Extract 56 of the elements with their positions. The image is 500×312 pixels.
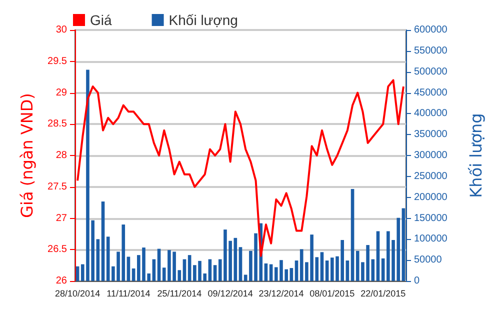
bar (152, 259, 156, 281)
y2-tick-label: 550000 (414, 45, 448, 56)
y2-tick-label: 100000 (414, 234, 448, 245)
bar (213, 265, 217, 281)
y-tick-label: 27.5 (48, 181, 68, 192)
bar (290, 268, 294, 281)
x-tick-label: 22/01/2015 (360, 288, 406, 298)
bar (182, 259, 186, 281)
bar (126, 256, 130, 281)
bar (294, 260, 298, 281)
y-tick-label: 28.5 (48, 118, 68, 130)
y2-tick-label: 0 (414, 276, 420, 286)
y2-tick-label: 200000 (414, 192, 448, 203)
bar (76, 266, 80, 281)
bar (132, 268, 136, 281)
y2-tick-label: 600000 (414, 24, 448, 36)
y2-tick-label: 300000 (414, 150, 448, 161)
y-tick-label: 26 (56, 276, 68, 286)
bar (208, 259, 212, 281)
y-tick-label: 27 (56, 212, 68, 224)
y2-tick-label: 500000 (414, 66, 448, 78)
bar (157, 248, 161, 281)
y2-tick-label: 400000 (414, 108, 448, 120)
x-tick-label: 28/10/2014 (55, 288, 100, 298)
y2-tick-label: 250000 (414, 170, 448, 182)
legend-label: Khối lượng (168, 12, 238, 28)
bar (376, 231, 380, 281)
y-axis-title: Giá (ngàn VND) (18, 93, 36, 218)
y-tick-label: 29.5 (48, 56, 68, 67)
y2-axis-title: Khối lượng (466, 113, 486, 198)
bar (101, 202, 105, 281)
bar (234, 238, 238, 281)
bar (346, 260, 350, 281)
x-tick-label: 25/11/2014 (157, 288, 202, 298)
y2-tick-label: 50000 (414, 254, 442, 266)
y2-tick-label: 350000 (414, 129, 448, 140)
legend-label: Giá (90, 12, 112, 28)
y-tick-label: 28 (56, 150, 68, 161)
y2-tick-label: 450000 (414, 87, 448, 98)
bar (96, 239, 100, 281)
x-tick-label: 09/12/2014 (208, 288, 253, 298)
y-tick-label: 29 (56, 87, 68, 98)
y-tick-label: 30 (56, 24, 68, 36)
bar (381, 258, 385, 281)
bar (350, 188, 354, 281)
x-tick-label: 11/11/2014 (106, 288, 150, 298)
bar (325, 260, 329, 281)
bar (238, 247, 242, 281)
x-tick-label: 23/12/2014 (258, 288, 304, 298)
bar (320, 252, 324, 281)
bar (188, 255, 192, 281)
y2-tick-label: 150000 (414, 212, 448, 224)
y-tick-label: 26.5 (48, 244, 68, 256)
bar (244, 274, 248, 281)
x-tick-label: 08/01/2015 (310, 288, 355, 298)
bar (264, 263, 268, 281)
